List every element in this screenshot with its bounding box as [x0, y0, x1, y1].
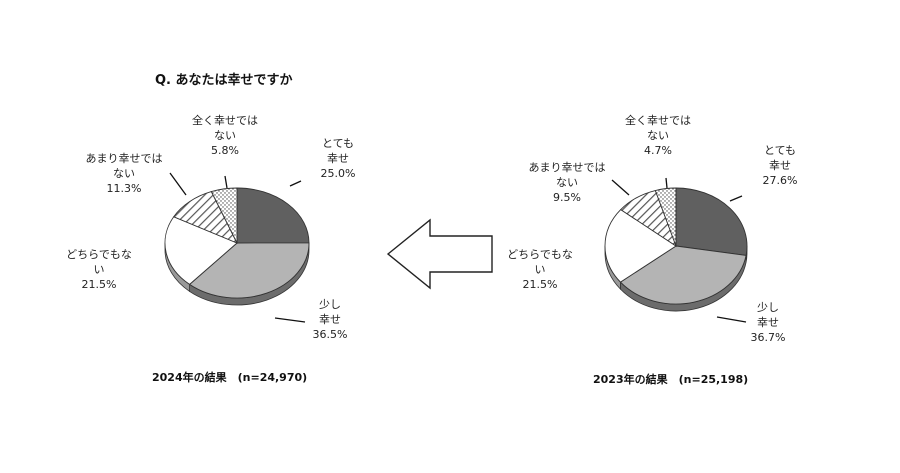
chart-caption-2023: 2023年の結果 (n=25,198) [593, 372, 748, 386]
leader-line-3 [611, 179, 630, 196]
slice-label-0: とても幸せ 27.6% [763, 144, 798, 187]
leader-line-1 [274, 317, 306, 323]
pie-slice-1 [619, 245, 747, 305]
slice-label-2: どちらでもない 21.5% [507, 248, 573, 291]
pie-chart-2024: とても幸せ 25.0% 少し幸せ 36.5% どちらでもない 21.5% あまり幸せではない… [66, 113, 355, 341]
pie-chart-2023: とても幸せ 27.6% 少し幸せ 36.7% どちらでもない 21.5% あまり幸せではない… [507, 113, 797, 344]
pie-slice-0 [236, 187, 310, 244]
pie-slice-2 [604, 209, 677, 283]
slice-label-1: 少し幸せ 36.7% [751, 301, 786, 344]
slice-label-2: どちらでもない 21.5% [66, 248, 132, 291]
slice-label-1: 少し幸せ 36.5% [313, 298, 348, 341]
pie-slice-2 [164, 216, 238, 285]
left-arrow-icon [386, 218, 493, 290]
leader-line-4 [224, 175, 228, 189]
pie-slice-4 [210, 187, 238, 244]
chart-title: Q. あなたは幸せですか [155, 72, 293, 88]
pie-slice-0 [675, 187, 748, 256]
chart-caption-2024: 2024年の結果 (n=24,970) [152, 370, 307, 384]
leader-line-1 [716, 316, 747, 323]
leader-line-4 [665, 177, 668, 189]
slice-label-4: 全く幸せではない 5.8% [192, 113, 258, 157]
leader-line-0 [289, 180, 302, 187]
pie-slice-4 [654, 187, 677, 247]
slice-label-3: あまり幸せではない 9.5% [529, 161, 606, 204]
pie-slice-1 [188, 242, 310, 299]
leader-line-3 [169, 172, 187, 196]
slice-label-0: とても幸せ 25.0% [321, 137, 356, 180]
leader-line-0 [729, 195, 743, 202]
slice-label-3: あまり幸せではない 11.3% [86, 152, 163, 195]
slice-label-4: 全く幸せではない 4.7% [625, 113, 691, 157]
